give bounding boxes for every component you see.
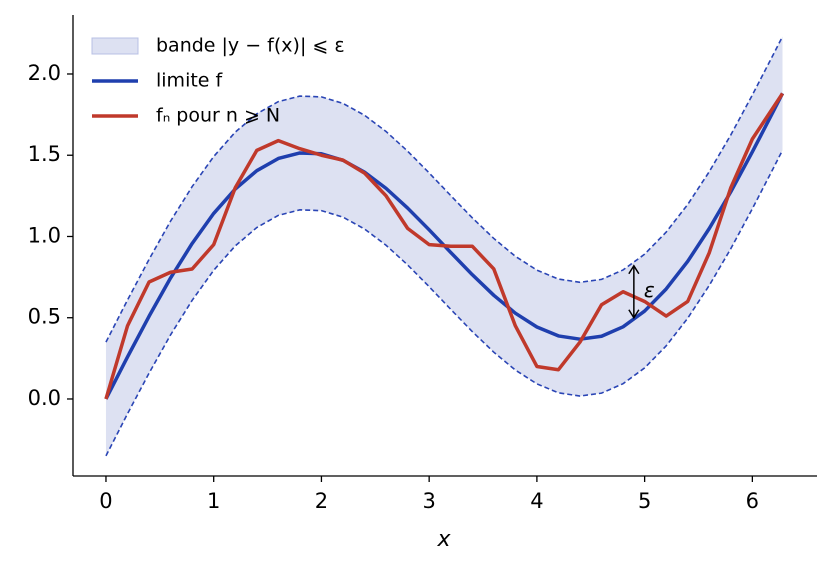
y-tick-label: 0.5 (28, 305, 61, 329)
band-lower (105, 149, 784, 457)
arrow-head (628, 309, 640, 320)
series-line (104, 92, 785, 400)
x-tick-label: 3 (422, 489, 435, 513)
x-tick-label: 4 (530, 489, 543, 513)
y-tick-label: 1.0 (28, 223, 61, 247)
y-tick-label: 0.0 (28, 386, 61, 410)
x-tick-label: 5 (638, 489, 651, 513)
legend-label: limite f (156, 70, 224, 92)
legend-label: fₙ pour n ⩾ N (156, 105, 280, 127)
band-upper (105, 36, 784, 343)
y-tick-label: 2.0 (28, 61, 61, 85)
y-tick-label: 1.5 (28, 142, 61, 166)
x-tick-label: 6 (746, 489, 759, 513)
x-axis-label: x (436, 527, 451, 552)
series-line (104, 92, 784, 400)
x-tick-label: 2 (315, 489, 328, 513)
annotation-label: ε (644, 278, 655, 302)
arrow-head (628, 264, 640, 275)
legend-label: bande |y − f(x)| ⩽ ε (156, 35, 345, 57)
x-tick-label: 0 (99, 489, 112, 513)
x-tick-label: 1 (207, 489, 220, 513)
legend-swatch (91, 37, 139, 55)
